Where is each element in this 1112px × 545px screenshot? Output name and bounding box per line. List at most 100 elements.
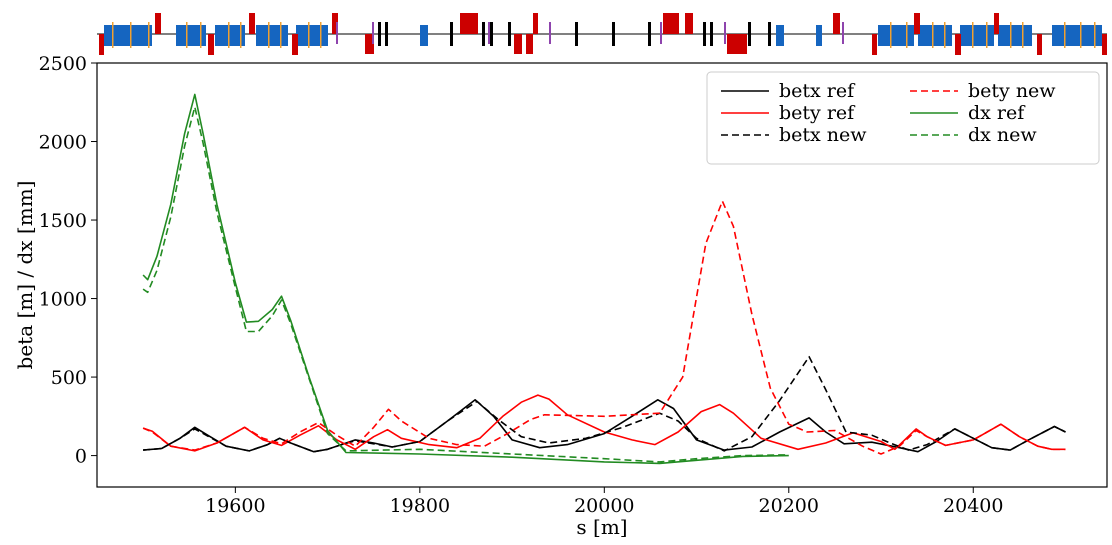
lattice-quadrupole: [292, 34, 298, 55]
legend-label: bety ref: [779, 102, 856, 124]
lattice-strip: [97, 13, 1107, 55]
lattice-quadrupole: [460, 13, 478, 34]
x-tick-label: 20400: [943, 495, 1003, 517]
series-line-bety-new: [142, 200, 1066, 455]
x-tick-label: 19600: [205, 495, 265, 517]
series-line-dx-new: [142, 106, 789, 463]
lattice-monitor: [932, 22, 934, 48]
y-tick-label: 1500: [39, 210, 87, 232]
lattice-monitor: [130, 22, 132, 48]
lattice-monitor: [972, 22, 974, 48]
lattice-sextupole: [768, 22, 771, 46]
lattice-corrector: [660, 22, 662, 44]
lattice-sextupole: [450, 22, 453, 46]
lattice-quadrupole: [208, 34, 214, 55]
lattice-monitor: [986, 22, 988, 48]
legend-label: dx new: [968, 124, 1037, 146]
y-tick-label: 2000: [39, 132, 87, 154]
lattice-monitor: [112, 22, 114, 48]
lattice-monitor: [320, 22, 322, 48]
plot-lines: [142, 93, 1066, 465]
lattice-sextupole: [482, 22, 485, 46]
lattice-sextupole: [508, 22, 511, 46]
series-line-dx-ref: [142, 93, 789, 465]
lattice-sextupole: [703, 22, 706, 46]
lattice-quadrupole: [249, 13, 255, 34]
lattice-dipole: [420, 25, 428, 46]
lattice-quadrupole: [955, 34, 961, 55]
lattice-monitor: [268, 22, 270, 48]
y-tick-label: 500: [51, 367, 87, 389]
y-tick-label: 1000: [39, 289, 87, 311]
x-tick-label: 20000: [574, 495, 634, 517]
lattice-sextupole: [490, 22, 493, 46]
lattice-quadrupole: [1037, 34, 1042, 55]
lattice-quadrupole: [332, 13, 338, 34]
lattice-dipole: [998, 25, 1032, 46]
lattice-dipole: [816, 25, 822, 46]
y-axis-label: beta [m] / dx [mm]: [13, 181, 37, 370]
lattice-quadrupole: [914, 13, 920, 34]
lattice-sextupole: [710, 22, 713, 46]
lattice-quadrupole: [994, 13, 999, 34]
x-axis-ticks: 19600 19800 20000 20200 20400: [205, 487, 1003, 517]
legend-label: betx new: [779, 124, 867, 146]
lattice-sextupole: [612, 22, 615, 46]
lattice-monitor: [906, 22, 908, 48]
lattice-corrector: [488, 22, 490, 44]
lattice-corrector: [842, 22, 844, 44]
lattice-quadrupole: [1102, 34, 1107, 55]
lattice-quadrupole: [872, 34, 877, 55]
lattice-quadrupole: [533, 13, 538, 34]
lattice-quadrupole: [514, 34, 522, 54]
lattice-corrector: [372, 22, 374, 44]
lattice-dipole: [918, 25, 952, 46]
y-tick-label: 0: [75, 446, 87, 468]
series-line-bety-ref: [142, 394, 1066, 452]
legend-label: betx ref: [779, 80, 856, 102]
lattice-dipole: [960, 25, 994, 46]
lattice-quadrupole: [526, 34, 533, 54]
lattice-monitor: [1022, 22, 1024, 48]
lattice-corrector: [549, 22, 551, 44]
lattice-quadrupole: [727, 34, 747, 54]
lattice-sextupole: [378, 22, 381, 46]
lattice-dipole: [215, 25, 245, 46]
legend-label: dx ref: [968, 102, 1026, 124]
lattice-dipole: [878, 25, 914, 46]
x-tick-label: 19800: [390, 495, 450, 517]
lattice-monitor: [944, 22, 946, 48]
y-tick-label: 2500: [39, 53, 87, 75]
x-tick-label: 20200: [759, 495, 819, 517]
lattice-monitor: [228, 22, 230, 48]
lattice-monitor: [890, 22, 892, 48]
lattice-monitor: [1094, 22, 1096, 48]
lattice-quadrupole: [833, 13, 840, 34]
lattice-monitor: [200, 22, 202, 48]
x-axis-label: s [m]: [576, 515, 627, 539]
lattice-sextupole: [648, 22, 651, 46]
lattice-sextupole: [575, 22, 578, 46]
lattice-monitor: [1064, 22, 1066, 48]
lattice-quadrupole: [155, 13, 161, 34]
lattice-dipole: [176, 25, 206, 46]
legend-box: [706, 71, 1100, 165]
y-axis-ticks: 0 500 1000 1500 2000 2500: [39, 53, 97, 468]
lattice-monitor: [1010, 22, 1012, 48]
axes-frame: [96, 62, 1108, 488]
lattice-corrector: [336, 22, 338, 44]
lattice-monitor: [308, 22, 310, 48]
lattice-monitor: [240, 22, 242, 48]
lattice-monitor: [148, 22, 150, 48]
lattice-quadrupole: [365, 34, 374, 54]
lattice-monitor: [186, 22, 188, 48]
legend-label: bety new: [968, 80, 1056, 102]
lattice-corrector: [724, 22, 726, 44]
lattice-quadrupole: [663, 13, 679, 34]
series-line-betx-new: [143, 355, 1066, 453]
lattice-quadrupole: [685, 13, 693, 34]
lattice-quadrupole: [99, 34, 104, 55]
